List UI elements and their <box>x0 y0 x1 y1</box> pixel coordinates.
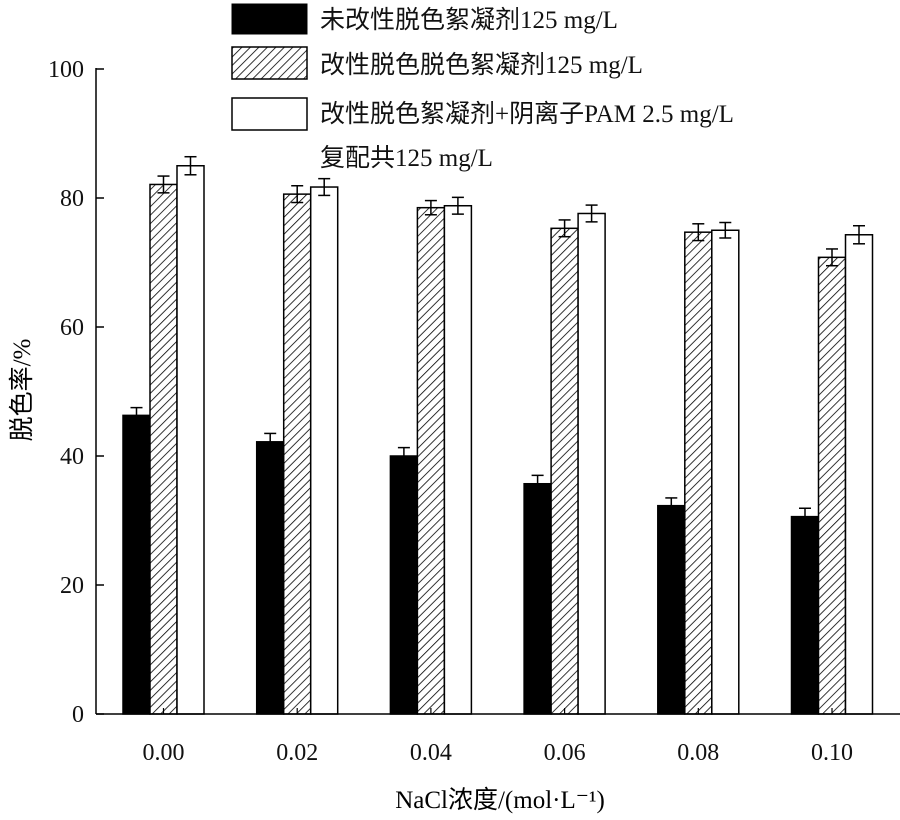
bar-series-1-0.10 <box>790 515 820 715</box>
x-tick-label: 0.04 <box>410 740 452 766</box>
bar-series-1-0.04 <box>389 455 419 715</box>
bar-series-2-0.08 <box>684 231 713 715</box>
legend-label-1: 未改性脱色絮凝剂125 mg/L <box>320 6 618 34</box>
bar-series-2-0.02 <box>282 193 312 715</box>
x-tick-label: 0.02 <box>276 740 318 766</box>
y-ticks: 0 20 40 60 80 100 <box>48 57 104 728</box>
y-axis-label: 脱色率/% <box>8 339 36 442</box>
y-tick-label: 60 <box>60 315 84 341</box>
legend-swatch-solid <box>231 3 308 35</box>
bar-series-1-0.00 <box>122 414 151 715</box>
legend-swatch-hatched <box>231 46 308 80</box>
x-axis-label: NaCl浓度/(mol·L⁻¹) <box>395 786 605 814</box>
x-tick-label: 0.10 <box>811 740 853 766</box>
bar-series-1-0.02 <box>255 441 285 715</box>
x-ticks: 0.00 0.02 0.04 0.06 0.08 0.10 <box>143 708 853 766</box>
bar-series-2-0.06 <box>550 227 579 715</box>
bar-series-3-0.06 <box>577 212 606 715</box>
y-tick-label: 40 <box>60 444 84 470</box>
legend: 未改性脱色絮凝剂125 mg/L 改性脱色脱色絮凝剂125 mg/L 改性脱色絮… <box>231 3 734 172</box>
y-tick-label: 0 <box>72 702 84 728</box>
bar-series-1-0.06 <box>523 482 552 715</box>
bar-series-3-0.04 <box>443 204 473 715</box>
bar-series-2-0.04 <box>416 206 446 715</box>
bar-series-3-0.00 <box>176 165 205 715</box>
bar-series-2-0.10 <box>817 256 847 715</box>
bar-series-2-0.00 <box>149 183 178 715</box>
bar-series-3-0.10 <box>844 234 874 715</box>
x-tick-label: 0.00 <box>143 740 185 766</box>
legend-label-3: 改性脱色絮凝剂+阴离子PAM 2.5 mg/L <box>320 100 734 128</box>
legend-label-2: 改性脱色脱色絮凝剂125 mg/L <box>320 51 643 79</box>
x-tick-label: 0.06 <box>544 740 586 766</box>
y-tick-label: 80 <box>60 186 84 212</box>
legend-label-3-line2: 复配共125 mg/L <box>320 144 493 172</box>
legend-swatch-white <box>231 97 308 131</box>
bars-layer <box>122 155 874 715</box>
x-tick-label: 0.08 <box>677 740 719 766</box>
y-tick-label: 100 <box>48 57 84 83</box>
bar-series-3-0.02 <box>309 186 339 715</box>
bar-series-3-0.08 <box>711 229 740 715</box>
bar-series-1-0.08 <box>657 504 686 715</box>
y-tick-label: 20 <box>60 573 84 599</box>
